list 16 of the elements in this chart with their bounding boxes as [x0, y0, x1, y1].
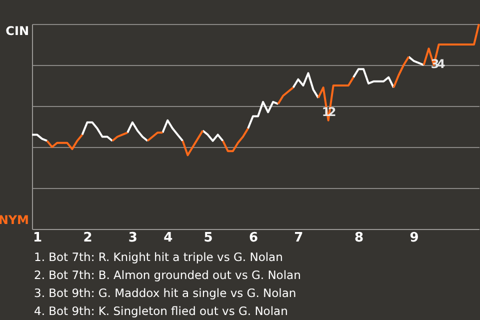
- x-tick-label: 4: [164, 230, 173, 246]
- x-tick-label: 1: [33, 230, 42, 246]
- text: 2. Bot 7th: B. Almon grounded out vs G. Nolan: [34, 268, 301, 282]
- annotation: 3: [430, 57, 440, 71]
- text: 4. Bot 9th: K. Singleton flied out vs G. Nolan: [34, 304, 288, 318]
- text: 3. Bot 9th: G. Maddox hit a single vs G. Nolan: [34, 286, 296, 300]
- x-tick-label: 2: [83, 230, 92, 246]
- annotation: 4: [436, 57, 446, 71]
- x-tick-label: 5: [204, 230, 213, 246]
- text: 1. Bot 7th: R. Knight hit a triple vs G. Nolan: [34, 250, 283, 264]
- text: CIN: [6, 24, 29, 38]
- x-tick-label: 7: [294, 230, 304, 246]
- x-tick-label: 3: [128, 230, 138, 246]
- x-tick-label: 8: [354, 230, 364, 246]
- x-tick-label: 9: [410, 230, 419, 246]
- x-tick-label: 6: [248, 230, 258, 246]
